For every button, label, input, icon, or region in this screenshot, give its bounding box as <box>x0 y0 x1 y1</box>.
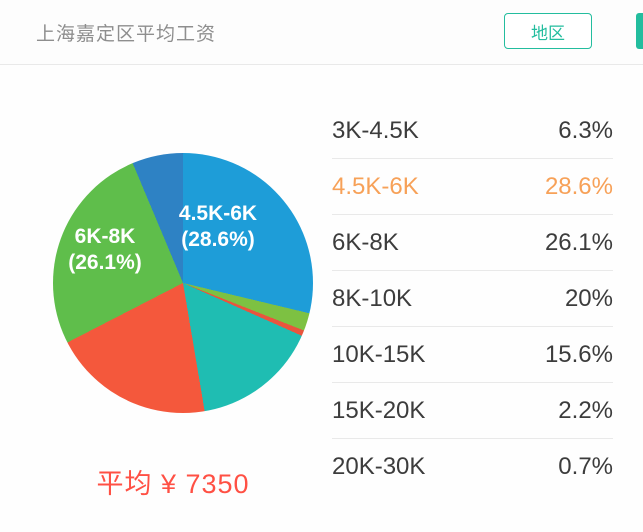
table-row[interactable]: 20K-30K 0.7% <box>332 439 613 495</box>
salary-range: 4.5K-6K <box>332 172 419 200</box>
pie-chart[interactable]: 4.5K-6K (28.6%) 6K-8K (26.1%) <box>53 153 313 413</box>
salary-percent: 20% <box>564 284 613 312</box>
pie-slice-label-percent: (26.1%) <box>68 251 142 274</box>
table-row[interactable]: 3K-4.5K 6.3% <box>332 103 613 159</box>
table-row[interactable]: 6K-8K 26.1% <box>332 215 613 271</box>
salary-range: 10K-15K <box>332 340 426 368</box>
pie-slice-label-range: 4.5K-6K <box>178 201 258 225</box>
salary-range: 15K-20K <box>332 396 426 424</box>
salary-range: 20K-30K <box>332 453 426 480</box>
salary-percent: 2.2% <box>558 396 613 424</box>
salary-percent: 28.6% <box>544 172 613 200</box>
edge-accent-bar <box>636 13 643 49</box>
average-salary-label: 平均 ¥ 7350 <box>96 469 250 499</box>
pie-slice-label-4-5k-6k: 4.5K-6K (28.6%) <box>179 201 257 254</box>
salary-percent: 6.3% <box>558 116 613 144</box>
pie-slice-label-6k-8k: 6K-8K (26.1%) <box>68 224 142 277</box>
pie-slice-label-percent: (28.6%) <box>181 228 255 251</box>
salary-percent: 0.7% <box>558 453 613 480</box>
table-row[interactable]: 8K-10K 20% <box>332 271 613 327</box>
salary-percent: 15.6% <box>544 340 613 368</box>
header: 上海嘉定区平均工资 地区 <box>0 0 643 65</box>
salary-range: 8K-10K <box>332 284 413 312</box>
page-title: 上海嘉定区平均工资 <box>36 23 217 45</box>
table-row[interactable]: 4.5K-6K 28.6% <box>332 159 613 215</box>
table-row[interactable]: 15K-20K 2.2% <box>332 383 613 439</box>
pie-slice-label-range: 6K-8K <box>74 224 136 248</box>
region-button[interactable]: 地区 <box>504 13 592 49</box>
salary-table: 3K-4.5K 6.3% 4.5K-6K 28.6% 6K-8K 26.1% 8… <box>332 103 613 495</box>
salary-range: 3K-4.5K <box>332 116 419 144</box>
table-row[interactable]: 10K-15K 15.6% <box>332 327 613 383</box>
salary-range: 6K-8K <box>332 228 399 256</box>
salary-percent: 26.1% <box>544 228 613 256</box>
